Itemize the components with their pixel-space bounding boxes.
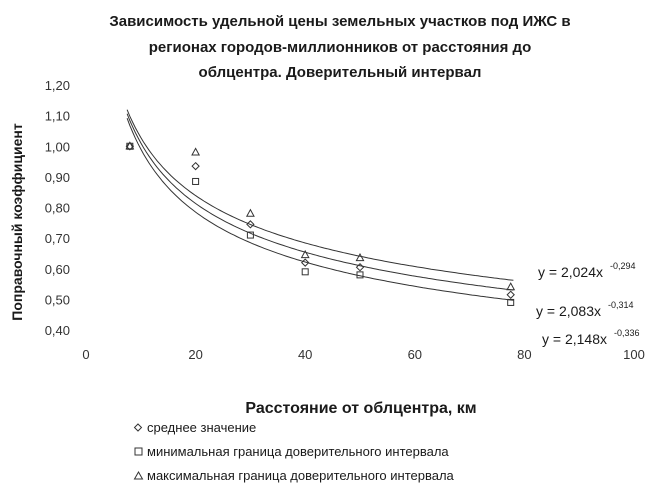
trendline-curve-3	[126, 118, 514, 301]
y-tick-label: 0,70	[45, 231, 70, 246]
data-point-diamond	[246, 220, 255, 229]
legend-marker-triangle	[133, 470, 144, 480]
data-point-triangle	[191, 147, 201, 156]
legend-item-mean: среднее значение	[133, 420, 256, 435]
data-point-diamond	[355, 263, 365, 272]
data-point-diamond	[300, 258, 310, 267]
y-tick-label: 0,80	[45, 201, 70, 216]
chart-title-line-2: регионах городов-миллионников от расстоя…	[149, 39, 532, 56]
data-point-triangle	[245, 208, 255, 217]
legend-marker-square	[134, 447, 143, 456]
y-tick-labels: 0,40 0,50 0,60 0,70 0,80 0,90 1,00 1,10 1,20	[45, 78, 70, 338]
trendline-equation-2-exponent: -0,314	[608, 300, 634, 310]
trendline-equation-3: y = 2,148x -0,336	[542, 328, 640, 347]
trendline-equation-1-exponent: -0,294	[610, 261, 636, 271]
data-point-triangle	[125, 141, 135, 150]
chart-title-line-1: Зависимость удельной цены земельных учас…	[109, 13, 570, 30]
data-point-square	[192, 177, 200, 185]
trendline-curve-1	[126, 109, 514, 281]
legend-label-max: максимальная граница доверительного инте…	[147, 468, 455, 483]
chart-title-line-3: облцентра. Доверительный интервал	[199, 64, 482, 81]
x-tick-label: 0	[82, 347, 89, 362]
legend: среднее значение минимальная граница дов…	[133, 420, 455, 483]
x-tick-labels: 0 20 40 60 80 100	[82, 347, 644, 362]
trendline-equation-3-base: y = 2,148x	[542, 331, 607, 347]
trendline-equation-2: y = 2,083x -0,314	[536, 300, 634, 319]
data-point-triangle	[355, 252, 365, 262]
trendline-equation-3-exponent: -0,336	[614, 328, 640, 338]
trendline-curve-2	[126, 113, 514, 291]
data-point-triangle	[300, 249, 310, 259]
data-point-square	[507, 298, 515, 306]
x-tick-label: 100	[623, 347, 645, 362]
x-tick-label: 80	[517, 347, 531, 362]
data-point-square	[246, 231, 254, 239]
chart-title: Зависимость удельной цены земельных учас…	[109, 13, 570, 81]
data-points	[125, 141, 516, 306]
y-tick-label: 0,50	[45, 292, 70, 307]
data-point-square	[356, 271, 364, 279]
x-tick-label: 60	[408, 347, 422, 362]
y-tick-label: 0,60	[45, 262, 70, 277]
y-tick-label: 1,20	[45, 78, 70, 93]
y-tick-label: 0,90	[45, 170, 70, 185]
data-point-diamond	[506, 290, 515, 299]
y-tick-label: 1,10	[45, 109, 70, 124]
legend-label-mean: среднее значение	[147, 420, 256, 435]
x-tick-label: 40	[298, 347, 312, 362]
x-axis-title: Расстояние от облцентра, км	[245, 400, 476, 417]
data-point-square	[301, 268, 309, 276]
data-point-triangle	[506, 282, 516, 291]
trendline-equation-1: y = 2,024x -0,294	[538, 261, 636, 280]
trendline-equation-2-base: y = 2,083x	[536, 303, 601, 319]
legend-item-min: минимальная граница доверительного интер…	[134, 444, 449, 459]
x-tick-label: 20	[188, 347, 202, 362]
data-point-diamond	[191, 161, 200, 171]
legend-item-max: максимальная граница доверительного инте…	[133, 468, 455, 483]
trendline-equation-1-base: y = 2,024x	[538, 264, 603, 280]
legend-label-min: минимальная граница доверительного интер…	[147, 444, 449, 459]
trendline-curves	[126, 109, 514, 301]
y-tick-label: 0,40	[45, 323, 70, 338]
y-tick-label: 1,00	[45, 139, 70, 154]
legend-marker-diamond	[133, 423, 143, 432]
y-axis-title: Поправочный коэффициент	[9, 123, 25, 321]
